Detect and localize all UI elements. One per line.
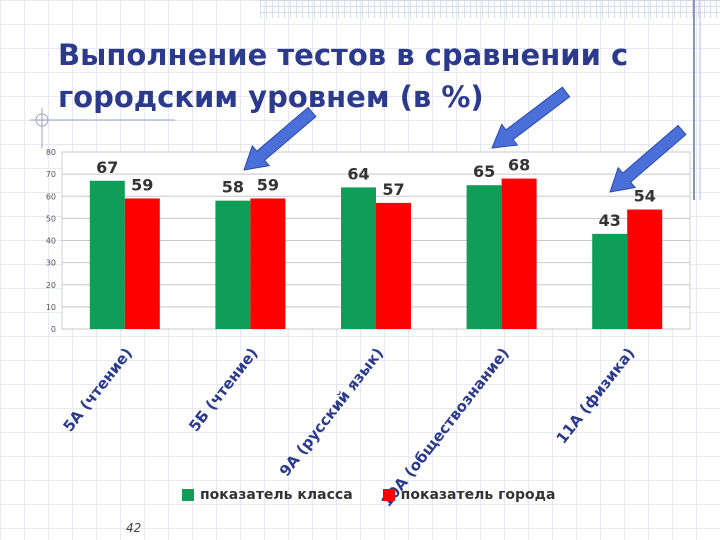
y-tick-label: 50 [46,214,56,223]
bar-city [376,202,411,329]
x-tick-label: 5А (чтение) [59,344,135,435]
bar-city [627,209,663,329]
x-tick-label: 11А (физика) [553,344,639,447]
data-label: 68 [508,156,530,175]
data-label: 43 [599,211,621,230]
x-tick-label: 5Б (чтение) [185,344,261,435]
x-tick-label: 10А (обществознание) [378,344,513,510]
legend-swatch-city [382,489,395,501]
y-tick-label: 30 [46,259,56,268]
data-label: 59 [257,175,279,194]
data-label: 65 [473,162,495,181]
legend-label-class: показатель класса [200,487,353,503]
arrow-icon [609,124,687,193]
y-tick-label: 40 [46,237,56,246]
legend-swatch-class [182,489,194,501]
chart-legend: показатель класса показатель города [182,487,555,503]
slide-title: Выполнение тестов в сравнении с городски… [58,38,629,114]
bar-class [592,233,628,329]
data-label: 54 [634,187,656,206]
legend-label-city: показатель города [400,487,556,503]
decorative-pattern [260,0,720,18]
y-tick-label: 80 [46,148,56,157]
x-tick-label: 9А (русский язык) [276,344,387,479]
data-label: 58 [222,178,244,197]
y-tick-label: 10 [46,303,56,312]
y-tick-label: 60 [46,192,56,201]
legend-item-city: показатель города [382,487,556,503]
arrow-icon [491,86,571,149]
bar-class [466,185,502,329]
data-label: 67 [96,158,118,177]
bar-city [250,198,286,329]
data-label: 57 [382,180,404,199]
bar-class [215,200,251,329]
crosshair-icon [30,108,175,148]
bar-city [501,178,537,329]
data-label: 64 [347,164,369,183]
legend-item-class: показатель класса [182,487,353,503]
bar-city [124,198,160,329]
arrow-icon [243,106,317,171]
bar-class [89,180,125,329]
y-tick-label: 20 [46,281,56,290]
y-tick-label: 70 [46,170,56,179]
bar-class [341,187,376,329]
y-tick-label: 0 [51,325,56,334]
data-label: 59 [131,175,153,194]
page-number: 42 [126,521,142,535]
